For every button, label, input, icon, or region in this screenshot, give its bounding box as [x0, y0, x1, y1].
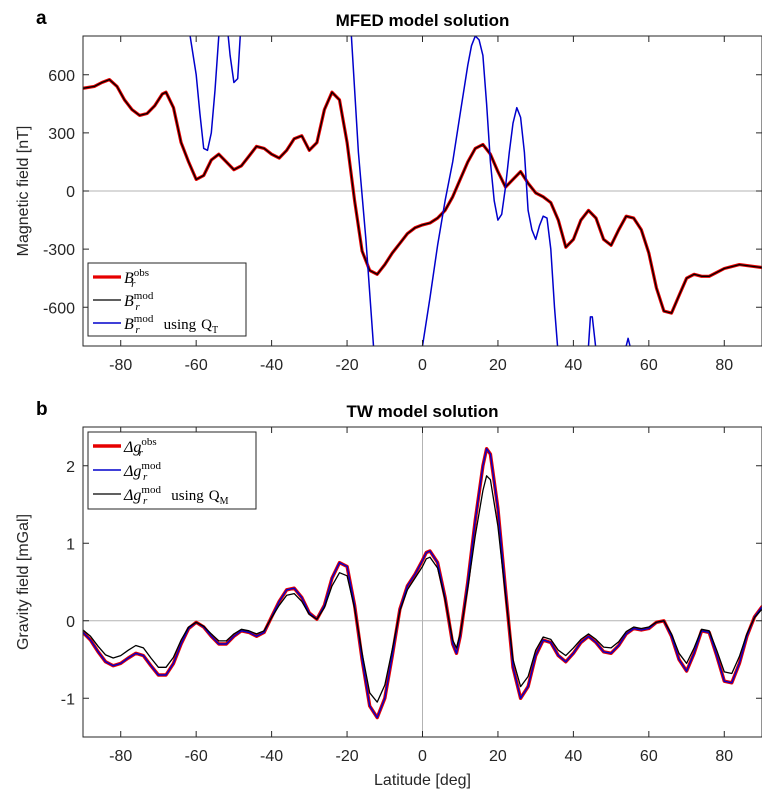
y-tick-label: 1 [66, 536, 75, 553]
legend-symbol: B [124, 293, 134, 310]
y-tick-label: 0 [66, 184, 75, 201]
legend-symbol: Δg [123, 487, 141, 504]
legend-symbol: B [124, 316, 134, 333]
series-line-black [83, 78, 762, 314]
legend-symbol: Δg [123, 439, 141, 456]
y-tick-label: -300 [43, 242, 75, 259]
legend-entry: Δgobs r [123, 436, 157, 459]
legend-using-text: using [171, 488, 204, 504]
legend-entry: Δgmod r [123, 460, 161, 483]
legend-superscript: obs [134, 267, 149, 279]
x-tick-label: 40 [564, 357, 582, 374]
y-tick-label: 0 [66, 614, 75, 631]
legend-subscript: r [143, 471, 148, 483]
panel-letter: b [36, 399, 48, 420]
y-axis-label: Gravity field [mGal] [15, 514, 32, 650]
x-tick-label: -80 [109, 748, 132, 765]
legend-symbol: Δg [123, 463, 141, 480]
x-tick-label: -60 [185, 748, 208, 765]
legend-q-subscript: T [212, 325, 218, 336]
legend-entry: Bobs r [124, 267, 149, 290]
x-tick-label: -40 [260, 357, 283, 374]
legend-q-subscript: M [220, 496, 229, 507]
x-tick-label: -60 [185, 357, 208, 374]
y-tick-label: 2 [66, 459, 75, 476]
x-tick-label: -20 [335, 357, 358, 374]
x-tick-label: 60 [640, 357, 658, 374]
legend-superscript: mod [134, 290, 154, 302]
legend-superscript: mod [141, 460, 161, 472]
legend-superscript: obs [141, 436, 156, 448]
x-tick-label: 40 [564, 748, 582, 765]
legend-subscript: r [143, 495, 148, 507]
x-tick-label: 80 [715, 748, 733, 765]
y-tick-label: -1 [61, 691, 75, 708]
legend-superscript: mod [141, 484, 161, 496]
series-group [83, 447, 762, 720]
x-tick-label: -40 [260, 748, 283, 765]
legend-subscript: r [135, 301, 140, 313]
legend-symbol: B [124, 270, 134, 287]
x-tick-label: -20 [335, 748, 358, 765]
chart-panel-a: -80 -60 -40 -20 0 20 40 60 80 -600 -300 0 300 600 MFED… [15, 8, 762, 374]
y-tick-label: 600 [48, 68, 75, 85]
panel-letter: a [36, 8, 47, 29]
x-tick-label: 0 [418, 748, 427, 765]
series-group [83, 36, 762, 346]
x-tick-label: 0 [418, 357, 427, 374]
x-tick-label: 20 [489, 748, 507, 765]
x-axis-label: Latitude [deg] [374, 772, 471, 789]
legend-entry: Bmod r using QT [124, 313, 218, 336]
legend-entry: Δgmod r using QM [123, 484, 229, 507]
legend-spacer [156, 316, 160, 333]
y-axis-label: Magnetic field [nT] [15, 126, 32, 257]
legend-using-text: using [164, 317, 197, 333]
y-tick-label: 300 [48, 126, 75, 143]
x-tick-label: -80 [109, 357, 132, 374]
series-line-black [83, 475, 762, 703]
series-line-blue [189, 36, 631, 346]
legend-subscript: r [131, 278, 136, 290]
chart-title: TW model solution [346, 402, 498, 421]
legend-subscript: r [135, 324, 140, 336]
legend-superscript: mod [134, 313, 154, 325]
x-tick-label: 80 [715, 357, 733, 374]
legend-subscript: r [139, 447, 144, 459]
chart-panel-b: -80 -60 -40 -20 0 20 40 60 80 -1 0 1 2 TW model solut… [15, 399, 762, 789]
chart-title: MFED model solution [336, 11, 510, 30]
y-tick-label: -600 [43, 300, 75, 317]
legend-q-symbol: Q [209, 488, 220, 504]
legend-entry: Bmod r [124, 290, 154, 313]
legend-spacer [163, 487, 167, 504]
x-tick-label: 60 [640, 748, 658, 765]
x-tick-label: 20 [489, 357, 507, 374]
legend-q-symbol: Q [201, 317, 212, 333]
